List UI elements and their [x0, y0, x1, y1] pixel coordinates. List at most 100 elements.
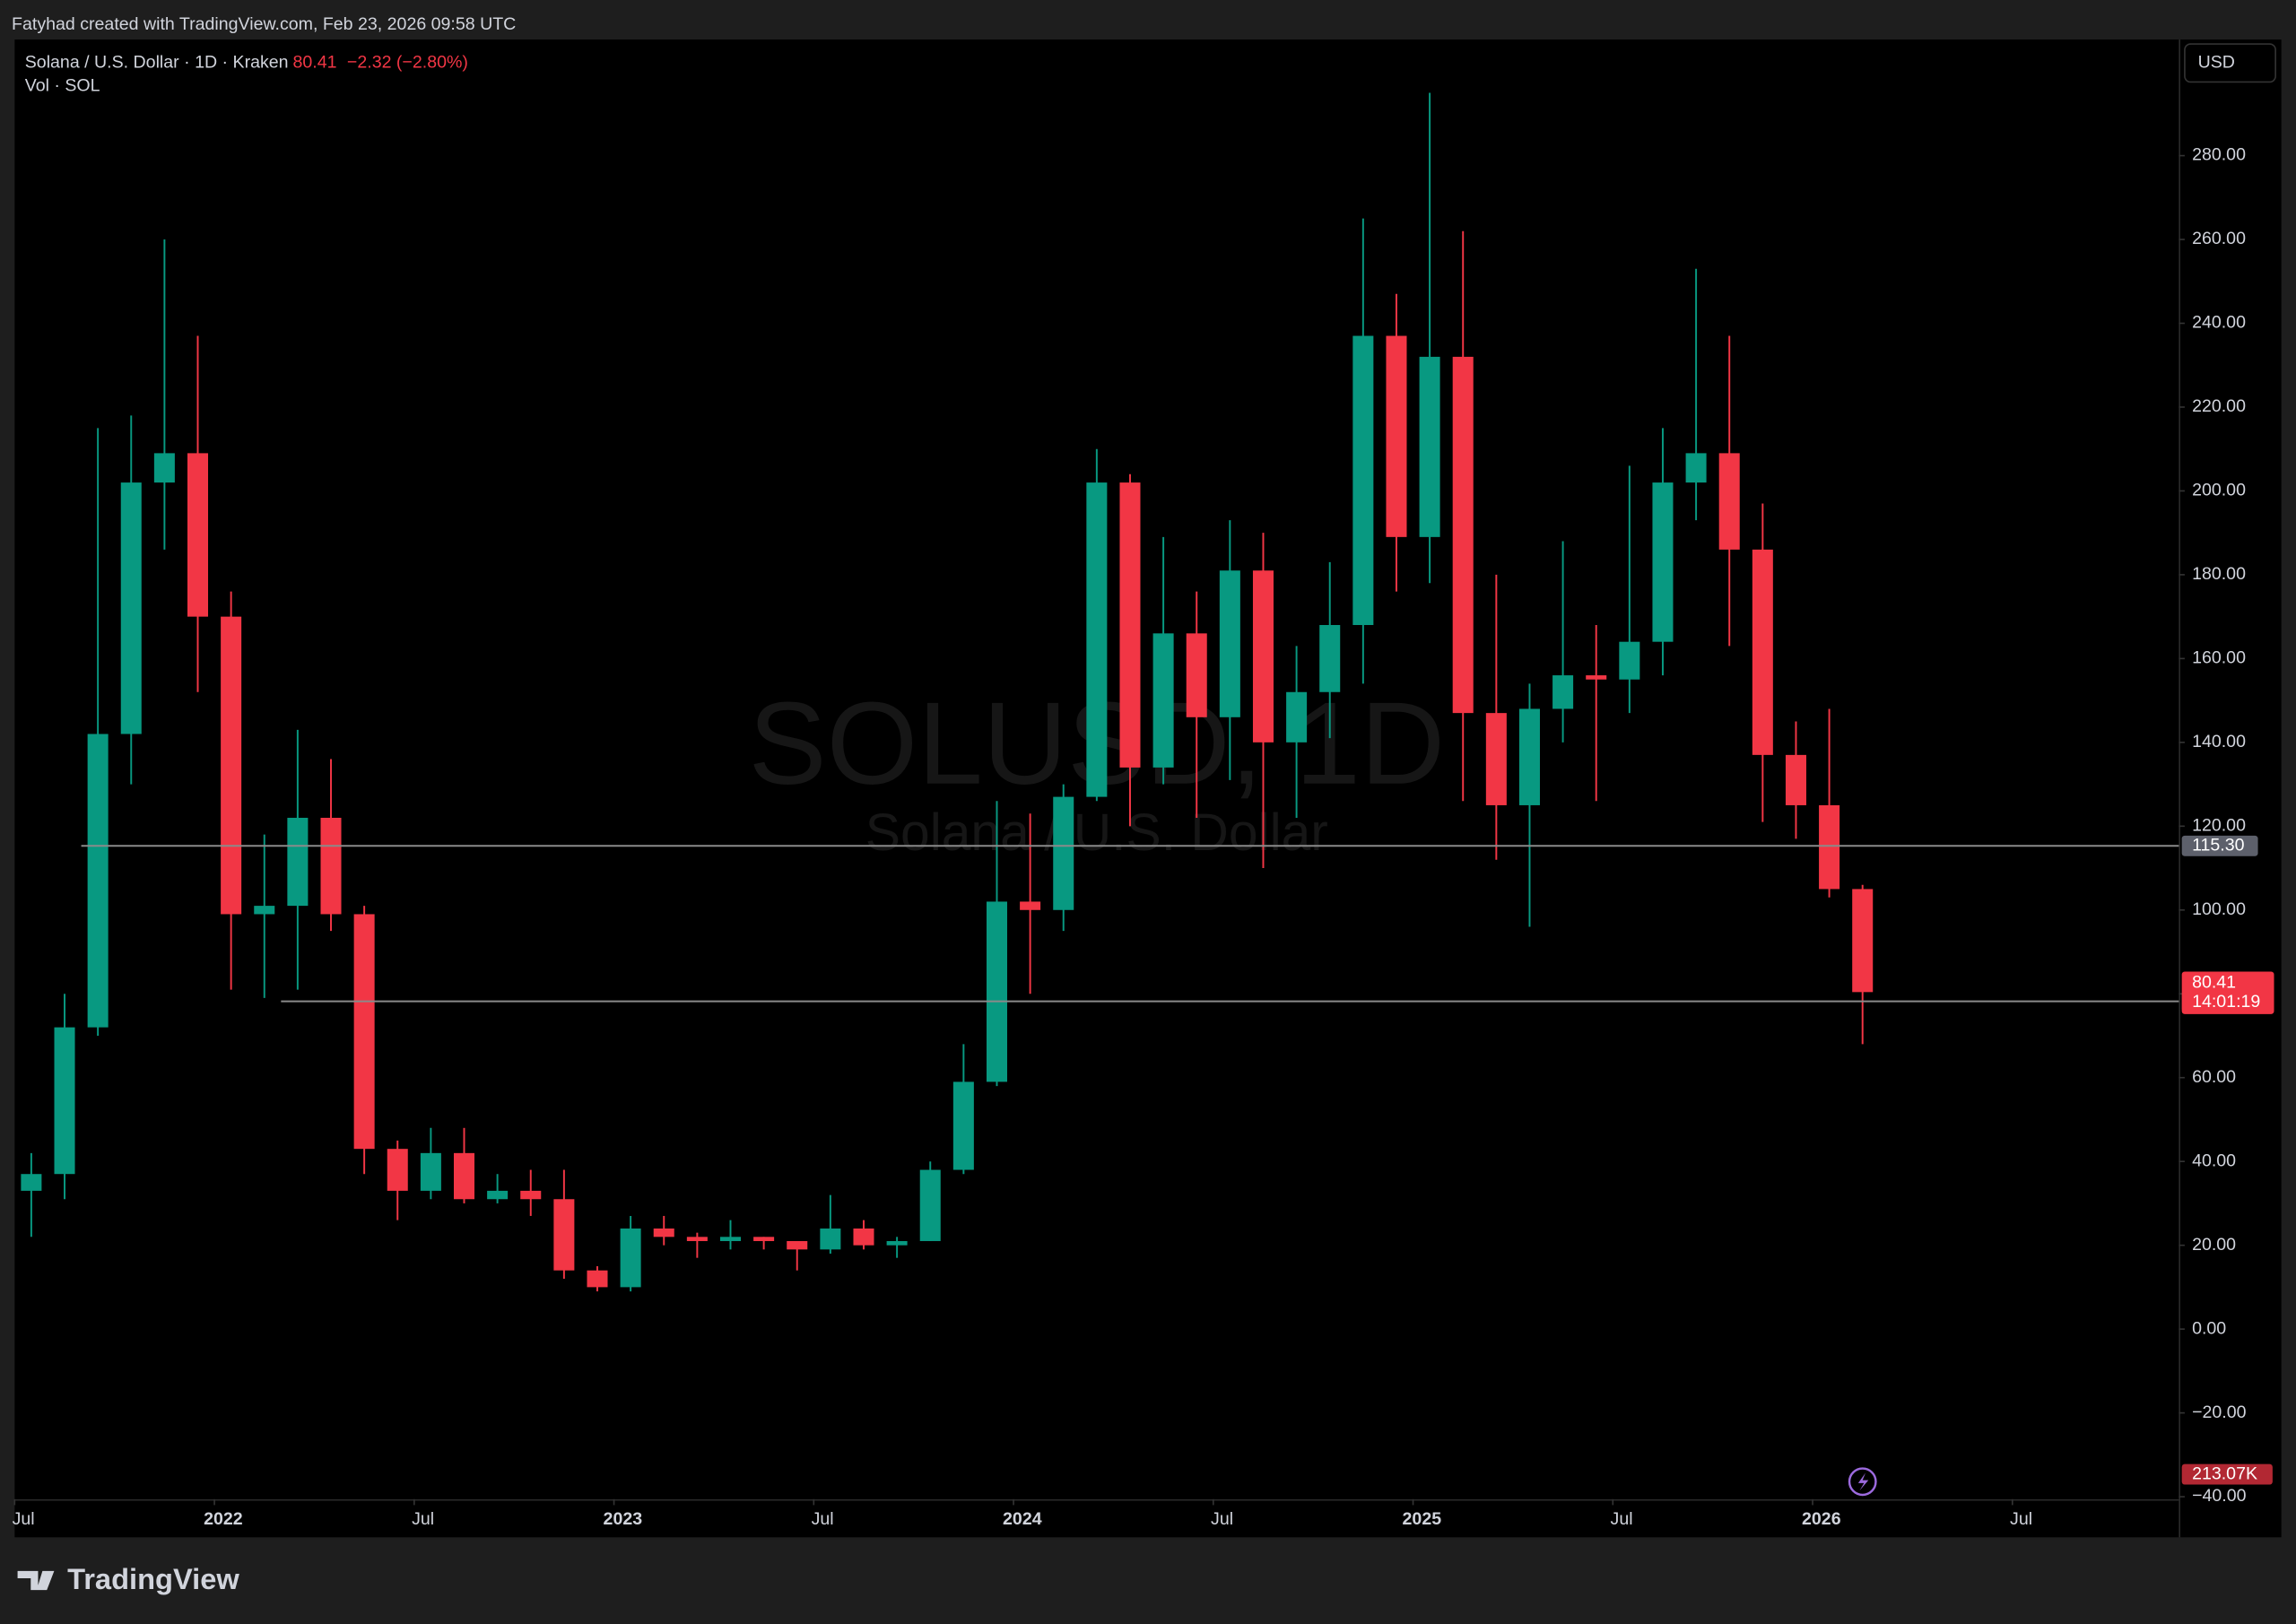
candle-body — [886, 1240, 908, 1246]
volume-label: 213.07K — [2192, 1463, 2257, 1483]
candle-body — [1386, 335, 1407, 537]
y-tick-label: 140.00 — [2192, 732, 2246, 751]
last-price-label: 80.41 — [2192, 973, 2236, 993]
candle-body — [1186, 633, 1207, 717]
last-price-box — [2181, 971, 2274, 1014]
candle-body — [1785, 754, 1806, 805]
x-tick-label: Jul — [1611, 1509, 1633, 1529]
hline-label: 115.30 — [2192, 835, 2245, 855]
y-tick-label: 20.00 — [2192, 1235, 2236, 1255]
y-tick-label: 200.00 — [2192, 481, 2246, 500]
candle-body — [587, 1270, 608, 1288]
brand: TradingView — [67, 1562, 239, 1595]
hline-label-box — [2181, 835, 2258, 856]
candle-body — [1586, 675, 1607, 680]
candle-body — [620, 1228, 641, 1288]
candle-body — [287, 817, 309, 907]
candle-body — [487, 1190, 509, 1200]
candle-body — [1752, 549, 1773, 755]
x-tick-label: 2025 — [1403, 1509, 1442, 1529]
candle-body — [1819, 804, 1840, 890]
logo-mark — [17, 1570, 55, 1591]
last-price: 80.41 — [293, 52, 337, 72]
chart-title: Solana / U.S. Dollar · 1D · Kraken — [25, 52, 289, 72]
candle-body — [1286, 691, 1308, 743]
candle-body — [1452, 356, 1474, 714]
volume-label-box — [2181, 1463, 2273, 1485]
candle-body — [1053, 796, 1074, 910]
candle-body — [1518, 708, 1540, 805]
y-tick-label: 100.00 — [2192, 899, 2246, 919]
candle-body — [520, 1190, 542, 1200]
currency-button[interactable] — [2184, 43, 2276, 83]
candle-body — [820, 1228, 841, 1250]
candle-body — [1685, 453, 1707, 483]
countdown: 14:01:19 — [2192, 992, 2260, 1012]
candle-body — [1652, 482, 1674, 642]
y-tick-label: 160.00 — [2192, 648, 2246, 668]
lightning-icon[interactable] — [1848, 1467, 1877, 1497]
candle-body — [221, 616, 242, 915]
y-tick-label: −20.00 — [2192, 1403, 2247, 1422]
currency[interactable]: USD — [2198, 52, 2235, 72]
candle-body — [1552, 675, 1574, 709]
candle-body — [719, 1237, 742, 1241]
candle-body — [1319, 624, 1341, 692]
y-tick-label: 220.00 — [2192, 396, 2246, 416]
y-tick-label: 180.00 — [2192, 564, 2246, 584]
x-tick-label: 2023 — [604, 1509, 643, 1529]
candle-body — [952, 1081, 974, 1170]
candle-body — [387, 1149, 408, 1191]
candle-body — [653, 1228, 674, 1238]
candle-body — [120, 482, 142, 734]
y-tick-label: 40.00 — [2192, 1151, 2236, 1170]
candle-body — [1718, 453, 1740, 550]
price-change: −2.32 (−2.80%) — [347, 52, 468, 72]
x-tick-label: Jul — [812, 1509, 834, 1529]
candle-body — [986, 901, 1007, 1082]
x-tick-label: Jul — [1211, 1509, 1233, 1529]
candle-body — [787, 1240, 808, 1250]
watermark-subtitle: Solana / U.S. Dollar — [865, 803, 1328, 862]
candle-body — [153, 453, 175, 483]
candle-body — [453, 1152, 475, 1200]
candle-body — [1419, 356, 1440, 537]
candle-body — [553, 1199, 575, 1271]
x-tick-label: Jul — [2010, 1509, 2032, 1529]
candle-body — [1020, 901, 1041, 910]
candle-body — [320, 817, 342, 915]
y-tick-label: 0.00 — [2192, 1318, 2226, 1338]
x-tick-label: 2026 — [1802, 1509, 1841, 1529]
x-tick-label: Jul — [412, 1509, 434, 1529]
candle-body — [753, 1237, 775, 1241]
candle-body — [87, 734, 109, 1028]
y-tick-label: 260.00 — [2192, 229, 2246, 248]
candle-body — [1152, 633, 1174, 768]
lightning-glyph — [1857, 1472, 1869, 1491]
candle-body — [254, 906, 275, 915]
chart-panel — [14, 39, 2282, 1538]
y-tick-label: −40.00 — [2192, 1486, 2247, 1506]
y-tick-label: 240.00 — [2192, 313, 2246, 333]
candle-body — [353, 914, 375, 1150]
candle-body — [1352, 335, 1374, 625]
candle-body — [1219, 570, 1240, 717]
candle-body — [1086, 482, 1108, 797]
x-tick-label: 2024 — [1003, 1509, 1042, 1529]
candle-body — [1119, 482, 1141, 768]
candle-body — [21, 1174, 42, 1191]
volume-title: Vol · SOL — [25, 76, 100, 96]
candle-body — [1252, 570, 1274, 743]
candle-body — [54, 1027, 75, 1175]
candle-body — [853, 1228, 874, 1246]
candle-body — [919, 1169, 941, 1241]
candle-body — [686, 1237, 708, 1241]
y-tick-label: 280.00 — [2192, 145, 2246, 165]
candle-body — [1852, 889, 1874, 993]
y-tick-label: 60.00 — [2192, 1067, 2236, 1087]
candle-body — [1485, 713, 1507, 805]
candle-body — [420, 1152, 441, 1191]
y-tick-label: 120.00 — [2192, 815, 2246, 835]
